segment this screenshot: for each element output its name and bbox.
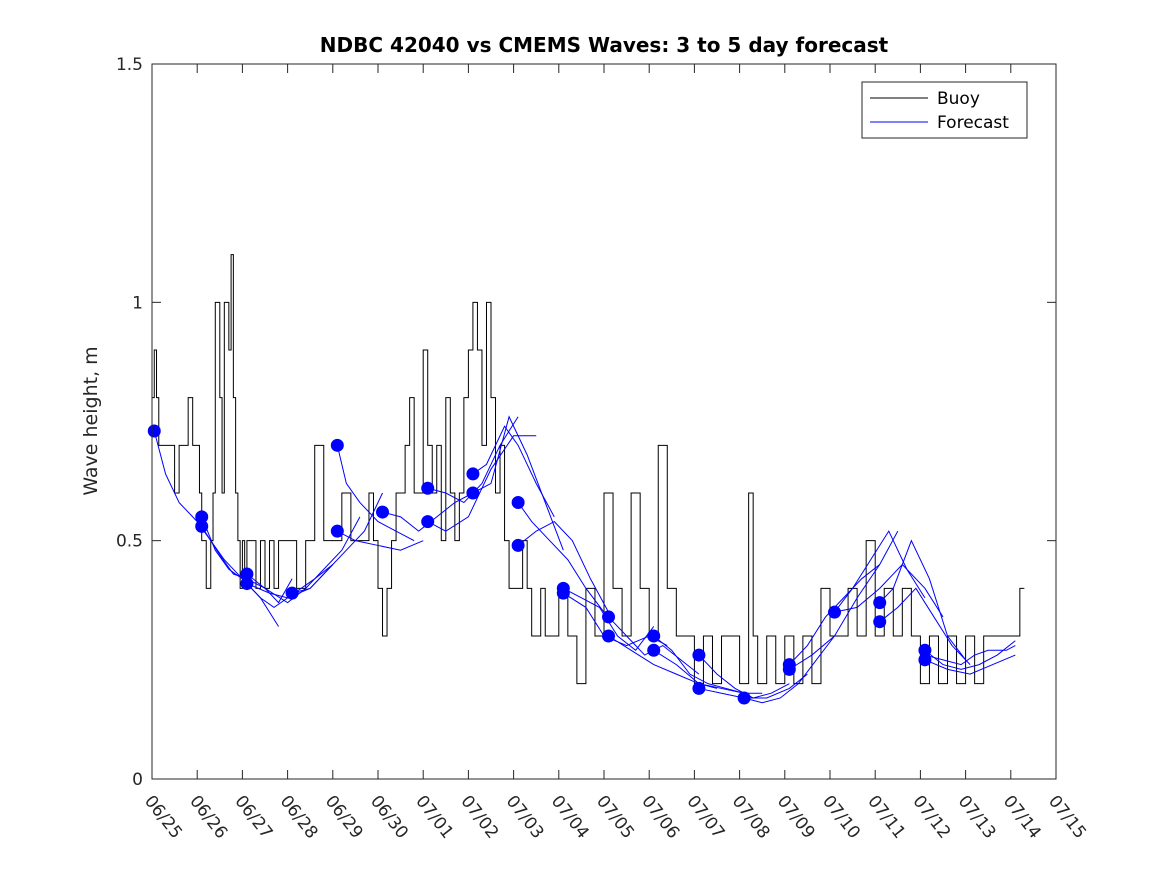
forecast-line	[337, 530, 424, 551]
x-tick-label: 06/28	[276, 792, 322, 843]
forecast-line	[653, 635, 745, 694]
forecast-start-point	[147, 424, 161, 438]
x-tick-label: 07/05	[592, 792, 638, 843]
forecast-start-point	[918, 643, 932, 657]
forecast-line	[789, 530, 899, 670]
forecast-line	[879, 539, 966, 661]
forecast-start-point	[873, 596, 887, 610]
forecast-line	[517, 520, 609, 613]
forecast-start-point	[647, 629, 661, 643]
y-tick-label: 0.5	[116, 532, 143, 552]
forecast-start-point	[873, 615, 887, 629]
forecast-start-point	[240, 577, 254, 591]
x-tick-label: 07/10	[818, 792, 864, 843]
x-tick-label: 07/14	[999, 792, 1045, 843]
forecast-line	[472, 415, 564, 551]
forecast-start-point	[737, 691, 751, 705]
legend-forecast-label: Forecast	[937, 113, 1009, 133]
forecast-start-point	[511, 496, 525, 510]
plot-area	[147, 63, 1057, 780]
forecast-line	[924, 654, 1016, 675]
forecast-start-point	[421, 481, 435, 495]
forecast-start-point	[692, 681, 706, 695]
x-tick-label: 07/04	[547, 792, 593, 843]
forecast-start-point	[376, 505, 390, 519]
x-tick-label: 07/01	[411, 792, 457, 843]
forecast-line	[201, 516, 334, 609]
forecast-start-points	[147, 424, 932, 705]
chart-title: NDBC 42040 vs CMEMS Waves: 3 to 5 day fo…	[320, 33, 889, 57]
forecast-start-point	[511, 538, 525, 552]
forecast-start-point	[647, 643, 661, 657]
x-tick-label: 06/29	[321, 792, 367, 843]
x-tick-label: 07/09	[773, 792, 819, 843]
x-tick-label: 07/13	[954, 792, 1000, 843]
legend-box	[861, 81, 1028, 139]
forecast-start-point	[240, 567, 254, 581]
x-tick-label: 06/27	[230, 792, 276, 843]
y-tick-label: 1.5	[116, 55, 143, 75]
forecast-line	[291, 492, 383, 594]
buoy-line	[152, 254, 1025, 685]
x-tick-label: 07/15	[1044, 792, 1090, 843]
forecast-line	[924, 645, 1016, 666]
forecast-start-point	[782, 662, 796, 676]
forecast-start-point	[602, 629, 616, 643]
forecast-line	[427, 435, 537, 532]
forecast-start-point	[918, 653, 932, 667]
x-tick-label: 07/06	[637, 792, 683, 843]
x-tick-label: 07/03	[502, 792, 548, 843]
x-tick-label: 07/02	[456, 792, 502, 843]
x-tick-label: 07/12	[908, 792, 954, 843]
y-tick-label: 0	[132, 770, 143, 790]
forecast-start-point	[195, 510, 209, 524]
forecast-start-point	[421, 515, 435, 529]
forecast-line	[834, 563, 944, 618]
forecast-start-point	[602, 610, 616, 624]
forecast-line	[472, 425, 555, 518]
forecast-line	[743, 635, 835, 704]
forecast-start-point	[285, 586, 299, 600]
y-axis: 0 0.5 1 1.5	[116, 55, 1056, 790]
legend: Buoy Forecast	[861, 81, 1028, 139]
forecast-start-point	[692, 648, 706, 662]
forecast-line	[246, 516, 361, 604]
forecast-start-point	[466, 486, 480, 500]
buoy-series	[152, 254, 1025, 685]
forecast-start-point	[195, 519, 209, 533]
y-tick-label: 1	[132, 293, 143, 313]
x-tick-label: 06/30	[366, 792, 412, 843]
plot-background	[152, 64, 1056, 779]
forecast-line	[698, 673, 808, 699]
forecast-line	[879, 587, 971, 665]
forecast-start-point	[466, 467, 480, 481]
x-tick-label: 06/25	[140, 792, 186, 843]
y-axis-label: Wave height, m	[80, 346, 102, 495]
forecast-start-point	[330, 438, 344, 452]
x-tick-label: 06/26	[185, 792, 231, 843]
forecast-start-point	[330, 524, 344, 538]
forecast-line	[517, 502, 605, 613]
forecast-start-point	[828, 605, 842, 619]
forecast-line	[336, 445, 415, 542]
forecast-line	[834, 530, 926, 613]
x-tick-label: 07/08	[728, 792, 774, 843]
x-tick-label: 07/11	[863, 792, 909, 843]
forecast-line	[924, 640, 1016, 670]
x-tick-label: 07/07	[682, 792, 728, 843]
forecast-start-point	[556, 586, 570, 600]
legend-buoy-label: Buoy	[937, 89, 980, 109]
